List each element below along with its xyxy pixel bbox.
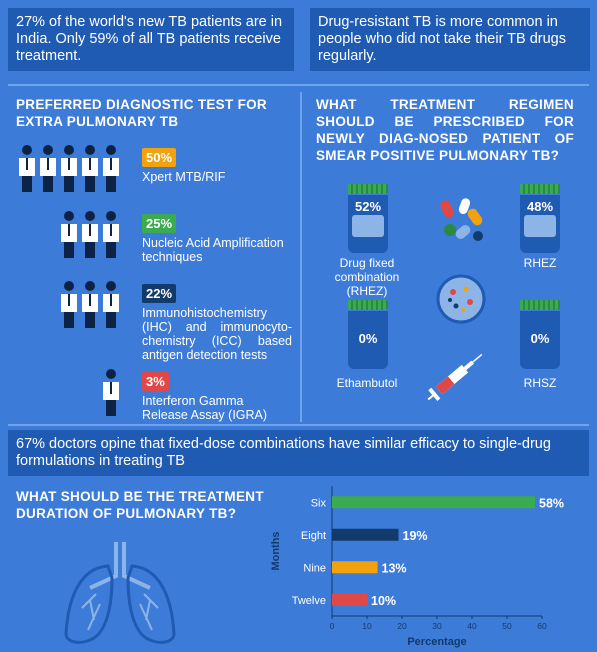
person-icon bbox=[82, 145, 98, 192]
diagnostic-label: Nucleic Acid Amplification techniques bbox=[142, 236, 284, 264]
x-tick-label: 10 bbox=[362, 621, 372, 631]
value-label: 58% bbox=[539, 496, 564, 510]
diagnostic-heading: PREFERRED DIAGNOSTIC TEST FOR EXTRA PULM… bbox=[16, 97, 267, 129]
person-icon bbox=[61, 211, 77, 258]
person-icon bbox=[103, 369, 119, 416]
jar-label: RHEZ bbox=[523, 256, 557, 270]
jar-label: Ethambutol bbox=[336, 376, 398, 390]
person-icon bbox=[61, 281, 77, 328]
person-icon bbox=[19, 145, 35, 192]
x-tick-label: 40 bbox=[467, 621, 477, 631]
x-tick-label: 60 bbox=[537, 621, 547, 631]
x-axis-title: Percentage bbox=[407, 636, 466, 648]
pills-icon bbox=[440, 198, 483, 241]
y-axis-title: Months bbox=[270, 531, 282, 570]
duration-bar-chart: 0 10 20 30 40 50 60 Six 58% Eight 19% Nine 13% Twelve… bbox=[270, 486, 564, 648]
people-group bbox=[101, 368, 121, 423]
lungs-icon bbox=[64, 542, 176, 644]
bar-six bbox=[332, 496, 535, 509]
x-tick-label: 30 bbox=[432, 621, 442, 631]
syringe-icon bbox=[427, 353, 483, 402]
people-group bbox=[17, 144, 121, 199]
bar-eight bbox=[332, 528, 399, 541]
person-icon bbox=[103, 281, 119, 328]
top-right-fact: Drug-resistant TB is more common in peop… bbox=[310, 8, 590, 71]
person-icon bbox=[82, 211, 98, 258]
bar-nine bbox=[332, 561, 378, 574]
x-tick-label: 50 bbox=[502, 621, 512, 631]
people-group bbox=[59, 210, 121, 265]
category-label: Six bbox=[311, 497, 327, 509]
diagnostic-percent-badge: 25% bbox=[142, 214, 177, 233]
category-label: Eight bbox=[301, 530, 326, 542]
jar-percent: 52% bbox=[354, 199, 382, 214]
jar-percent: 0% bbox=[530, 331, 550, 346]
value-label: 10% bbox=[371, 594, 396, 608]
medicine-jar: 0% bbox=[520, 300, 560, 369]
top-left-fact: 27% of the world's new TB patients are i… bbox=[8, 8, 294, 71]
category-label: Twelve bbox=[292, 595, 326, 607]
jar-percent: 48% bbox=[526, 199, 554, 214]
bar-twelve bbox=[332, 593, 367, 606]
jar-percent: 0% bbox=[358, 331, 378, 346]
value-label: 13% bbox=[382, 561, 407, 575]
person-icon bbox=[103, 145, 119, 192]
divider-vertical bbox=[300, 92, 302, 422]
duration-heading: WHAT SHOULD BE THE TREATMENT DURATION OF… bbox=[16, 489, 264, 521]
jar-label: RHSZ bbox=[523, 376, 557, 390]
diagnostic-percent-badge: 22% bbox=[142, 284, 177, 303]
medicine-jar: 0% bbox=[348, 300, 388, 369]
people-group bbox=[59, 280, 121, 335]
diagnostic-label: Xpert MTB/RIF bbox=[142, 170, 226, 184]
person-icon bbox=[40, 145, 56, 192]
x-tick-label: 0 bbox=[330, 621, 335, 631]
diagnostic-percent-badge: 50% bbox=[142, 148, 177, 167]
person-icon bbox=[61, 145, 77, 192]
x-tick-label: 20 bbox=[397, 621, 407, 631]
divider-middle bbox=[8, 424, 589, 426]
diagnostic-percent-badge: 3% bbox=[142, 372, 169, 391]
category-label: Nine bbox=[303, 562, 326, 574]
jar-label: Drug fixed combination (RHEZ) bbox=[334, 256, 400, 298]
middle-fact: 67% doctors opine that fixed-dose combin… bbox=[8, 430, 589, 476]
person-icon bbox=[103, 211, 119, 258]
divider-top bbox=[8, 84, 589, 86]
value-label: 19% bbox=[403, 529, 428, 543]
medicine-jar: 48% bbox=[520, 184, 560, 253]
diagnostic-label: Immunohistochemistry (IHC) and immunocyt… bbox=[142, 306, 292, 362]
person-icon bbox=[82, 281, 98, 328]
regimen-heading: WHAT TREATMENT REGIMEN SHOULD BE PRESCRI… bbox=[316, 97, 574, 163]
diagnostic-label: Interferon Gamma Release Assay (IGRA) bbox=[142, 394, 268, 422]
bacteria-dish-icon bbox=[436, 274, 486, 324]
medicine-jar: 52% bbox=[348, 184, 388, 253]
